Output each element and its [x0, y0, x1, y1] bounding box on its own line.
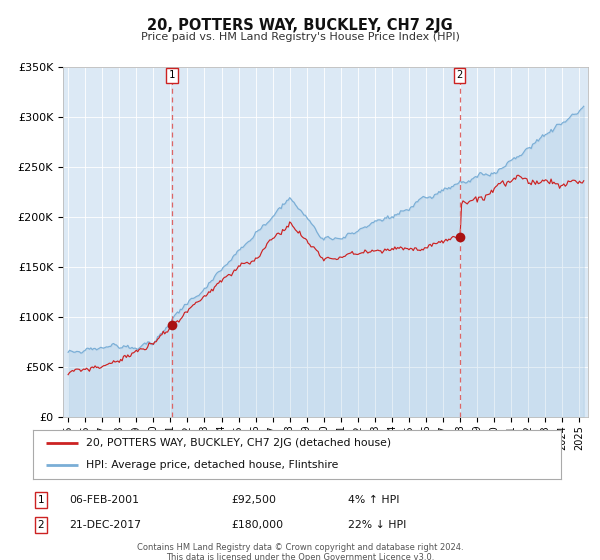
- Text: 20, POTTERS WAY, BUCKLEY, CH7 2JG: 20, POTTERS WAY, BUCKLEY, CH7 2JG: [147, 18, 453, 34]
- Text: This data is licensed under the Open Government Licence v3.0.: This data is licensed under the Open Gov…: [166, 553, 434, 560]
- Text: Contains HM Land Registry data © Crown copyright and database right 2024.: Contains HM Land Registry data © Crown c…: [137, 543, 463, 552]
- Text: 4% ↑ HPI: 4% ↑ HPI: [348, 495, 400, 505]
- Text: 2: 2: [37, 520, 44, 530]
- Text: 1: 1: [37, 495, 44, 505]
- Text: 06-FEB-2001: 06-FEB-2001: [69, 495, 139, 505]
- Text: £180,000: £180,000: [231, 520, 283, 530]
- Text: 1: 1: [169, 70, 175, 80]
- Text: 22% ↓ HPI: 22% ↓ HPI: [348, 520, 406, 530]
- Text: 21-DEC-2017: 21-DEC-2017: [69, 520, 141, 530]
- Text: Price paid vs. HM Land Registry's House Price Index (HPI): Price paid vs. HM Land Registry's House …: [140, 32, 460, 43]
- Text: 20, POTTERS WAY, BUCKLEY, CH7 2JG (detached house): 20, POTTERS WAY, BUCKLEY, CH7 2JG (detac…: [86, 438, 391, 449]
- Text: £92,500: £92,500: [231, 495, 276, 505]
- Text: HPI: Average price, detached house, Flintshire: HPI: Average price, detached house, Flin…: [86, 460, 338, 470]
- Text: 2: 2: [457, 70, 463, 80]
